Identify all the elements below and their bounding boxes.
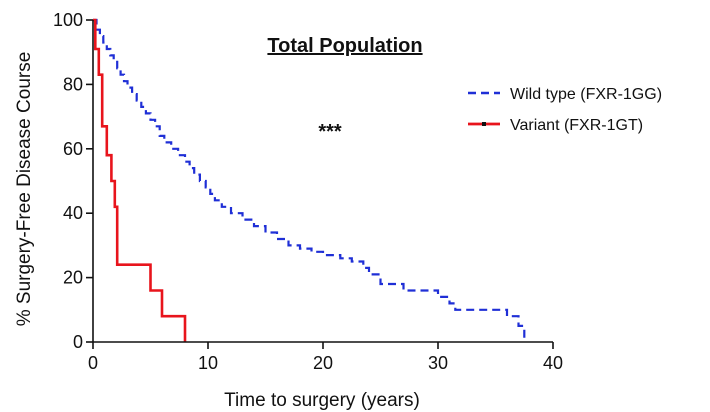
y-tick-label: 80 (63, 74, 83, 94)
labels-layer: 0 20 40 60 80 100 0 10 20 30 40 Time to surgery (ye… (14, 10, 563, 411)
plot-layer (93, 18, 526, 342)
x-tick-label: 30 (428, 353, 448, 373)
significance-annotation: *** (318, 121, 342, 143)
legend: Wild type (FXR-1GG) Variant (FXR-1GT) (468, 86, 662, 134)
x-axis-title: Time to surgery (years) (224, 390, 420, 411)
y-tick-label: 0 (73, 332, 83, 352)
y-tick-label: 100 (53, 10, 83, 30)
x-tick-label: 20 (313, 353, 333, 373)
legend-label-wild-type: Wild type (FXR-1GG) (510, 86, 662, 103)
x-tick-label: 40 (543, 353, 563, 373)
x-tick-label: 0 (88, 353, 98, 373)
legend-label-variant: Variant (FXR-1GT) (510, 117, 643, 134)
legend-marker (482, 122, 486, 126)
y-tick-label: 40 (63, 203, 83, 223)
axes-layer (86, 19, 554, 349)
chart-title: Total Population (267, 35, 422, 57)
y-tick-label: 20 (63, 268, 83, 288)
series-line-variant (93, 18, 187, 342)
series-line-wild-type (93, 18, 526, 342)
y-tick-label: 60 (63, 139, 83, 159)
y-axis-title: % Surgery-Free Disease Course (14, 52, 35, 327)
x-tick-label: 10 (198, 353, 218, 373)
